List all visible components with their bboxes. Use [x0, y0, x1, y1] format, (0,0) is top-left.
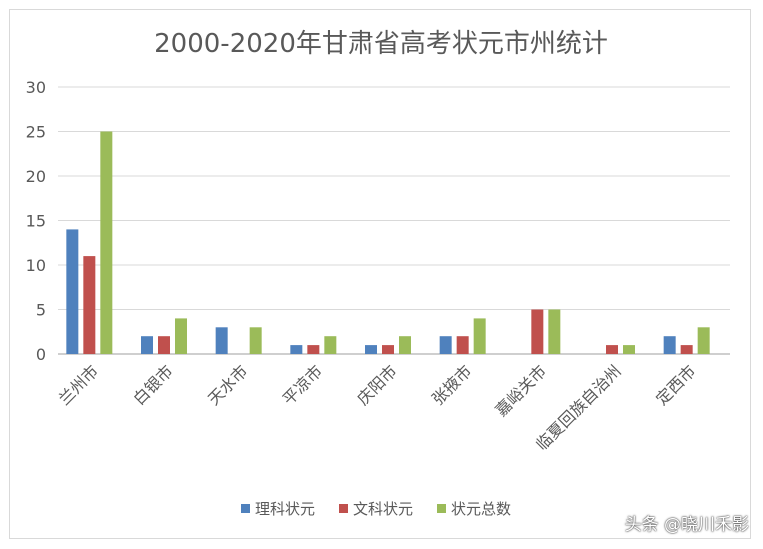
bar — [680, 345, 693, 354]
bar — [83, 256, 96, 354]
bar — [141, 336, 153, 354]
x-tick-label: 定西市 — [652, 361, 699, 408]
bar — [100, 131, 113, 354]
bar — [365, 345, 377, 354]
bar — [158, 336, 170, 354]
bar — [473, 318, 486, 354]
bar — [290, 345, 303, 354]
bar — [456, 336, 469, 354]
legend-swatch — [241, 504, 250, 513]
chart-frame — [9, 9, 751, 539]
x-tick-label: 张掖市 — [428, 361, 475, 408]
legend-swatch — [437, 504, 446, 513]
chart-title: 2000-2020年甘肃省高考状元市州统计 — [154, 29, 608, 59]
y-tick-label: 5 — [36, 301, 46, 320]
bar — [548, 309, 561, 354]
y-tick-label: 25 — [26, 123, 46, 142]
bar — [439, 336, 452, 354]
y-tick-label: 20 — [26, 167, 46, 186]
bar — [307, 345, 320, 354]
bar — [606, 345, 618, 354]
x-tick-label: 兰州市 — [55, 361, 102, 408]
bar — [324, 336, 337, 354]
legend-label: 状元总数 — [451, 500, 511, 518]
y-tick-label: 15 — [26, 212, 46, 231]
legend-swatch — [339, 504, 348, 513]
bar — [66, 229, 79, 354]
y-tick-label: 30 — [26, 78, 46, 97]
x-tick-label: 平凉市 — [279, 361, 326, 408]
y-tick-label: 0 — [36, 345, 46, 364]
bar — [697, 327, 710, 354]
bar — [215, 327, 228, 354]
bar — [382, 345, 394, 354]
bar — [249, 327, 262, 354]
x-tick-label: 庆阳市 — [353, 361, 400, 408]
x-tick-label: 嘉峪关市 — [491, 361, 550, 420]
y-tick-label: 10 — [26, 256, 46, 275]
bar — [623, 345, 635, 354]
bar — [663, 336, 676, 354]
bar — [399, 336, 411, 354]
watermark: 头条 @晓川禾影 — [624, 515, 749, 535]
legend-label: 文科状元 — [353, 500, 413, 518]
bar — [175, 318, 187, 354]
legend-label: 理科状元 — [255, 500, 315, 518]
x-tick-label: 白银市 — [129, 361, 176, 408]
bar — [531, 309, 544, 354]
x-tick-label: 天水市 — [204, 361, 251, 408]
